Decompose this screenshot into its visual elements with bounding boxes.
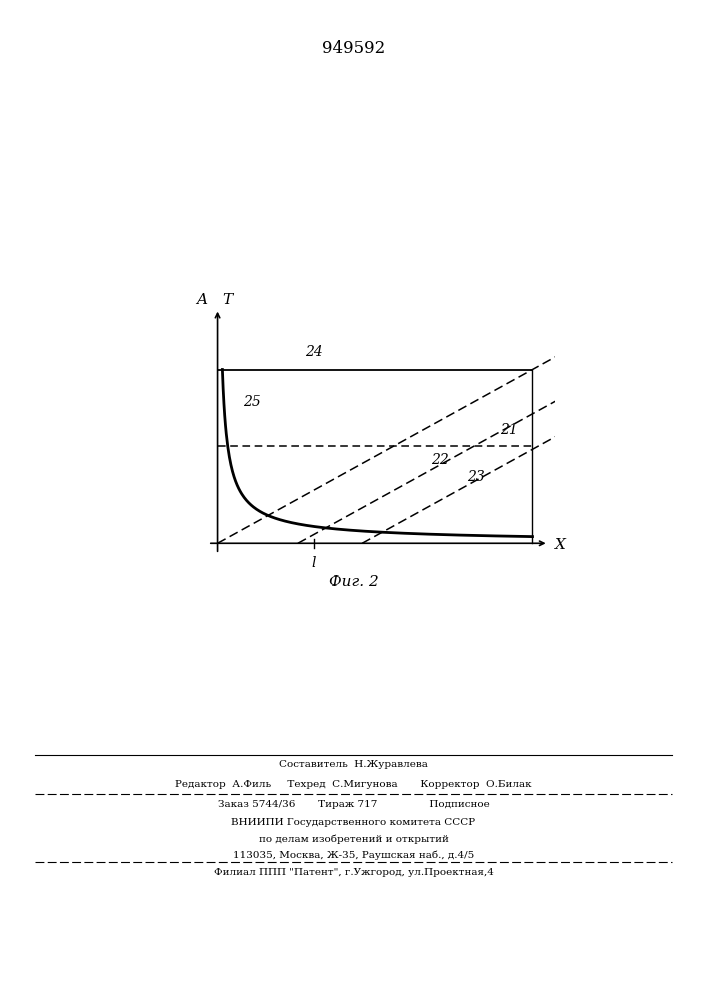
Text: Филиал ППП "Патент", г.Ужгород, ул.Проектная,4: Филиал ППП "Патент", г.Ужгород, ул.Проек… — [214, 868, 493, 877]
Text: A: A — [196, 293, 207, 307]
Text: по делам изобретений и открытий: по делам изобретений и открытий — [259, 834, 448, 844]
Text: 24: 24 — [305, 345, 323, 359]
Text: Составитель  Н.Журавлева: Составитель Н.Журавлева — [279, 760, 428, 769]
Text: T: T — [222, 293, 233, 307]
Text: 949592: 949592 — [322, 40, 385, 57]
Text: 23: 23 — [467, 470, 484, 484]
Text: X: X — [555, 538, 566, 552]
Text: Редактор  А.Филь     Техред  С.Мигунова       Корректор  О.Билак: Редактор А.Филь Техред С.Мигунова Коррек… — [175, 780, 532, 789]
Text: Заказ 5744/36       Тираж 717                Подписное: Заказ 5744/36 Тираж 717 Подписное — [218, 800, 489, 809]
Text: 22: 22 — [431, 453, 449, 467]
Text: 21: 21 — [501, 423, 518, 437]
Text: Фиг. 2: Фиг. 2 — [329, 575, 378, 589]
Text: ВНИИПИ Государственного комитета СССР: ВНИИПИ Государственного комитета СССР — [231, 818, 476, 827]
Text: l: l — [312, 556, 316, 570]
Text: 25: 25 — [243, 395, 261, 409]
Text: 113035, Москва, Ж-35, Раушская наб., д.4/5: 113035, Москва, Ж-35, Раушская наб., д.4… — [233, 850, 474, 859]
